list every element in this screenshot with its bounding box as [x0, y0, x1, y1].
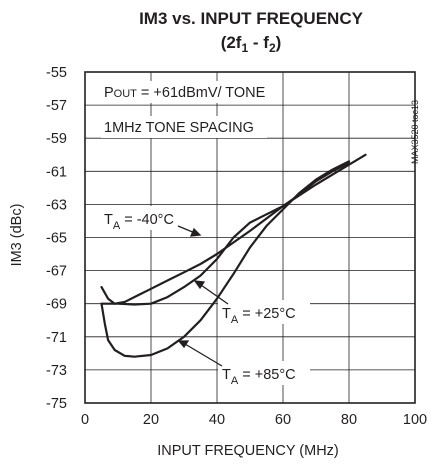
- leader-arrows: [177, 225, 229, 367]
- ta-m40-label-bg: [100, 206, 212, 230]
- x-tick-label: 80: [341, 412, 357, 428]
- x-axis-label: INPUT FREQUENCY (MHz): [157, 443, 339, 459]
- y-tick-label: -65: [46, 231, 67, 247]
- y-tick-label: -71: [46, 330, 67, 346]
- series-line-ta-25: [100, 161, 351, 306]
- y-tick-label: -59: [46, 131, 67, 147]
- y-tick-label: -63: [46, 197, 67, 213]
- series-layer: [100, 153, 367, 358]
- pout-label: POUT = +61dBmV/ TONE: [104, 85, 266, 101]
- pout-label-bg: [101, 81, 277, 103]
- x-tick-label: 40: [209, 412, 225, 428]
- x-tick-label: 0: [81, 412, 89, 428]
- arrow-ta-25: [200, 284, 229, 305]
- y-tick-label: -67: [46, 264, 67, 280]
- ta-25-label: TA = +25°C: [222, 306, 296, 326]
- ta-25-label-bg: [218, 300, 310, 324]
- x-tick-label: 20: [143, 412, 159, 428]
- chart-subtitle: (2f1 - f2): [221, 33, 282, 55]
- spacing-label: 1MHz TONE SPACING: [104, 120, 254, 136]
- x-tick-label: 60: [275, 412, 291, 428]
- y-tick-label: -69: [46, 297, 67, 313]
- spacing-label-bg: [101, 116, 267, 138]
- arrow-ta-25-head: [193, 280, 206, 290]
- y-tick-label: -57: [46, 98, 67, 114]
- arrow-ta-85: [184, 343, 223, 367]
- y-tick-label: -73: [46, 363, 67, 379]
- side-label: MAX3520 toc13: [410, 100, 420, 164]
- y-tick-label: -61: [46, 164, 67, 180]
- x-tick-label: 100: [403, 412, 427, 428]
- series-line-ta-85: [100, 160, 351, 358]
- ta-m40-label: TA = -40°C: [104, 212, 174, 232]
- plot-frame: [84, 71, 416, 404]
- y-axis-label: IM3 (dBc): [9, 204, 25, 267]
- y-tick-label: -55: [46, 65, 67, 81]
- ta-85-label: TA = +85°C: [222, 367, 296, 387]
- arrow-ta-85-head: [177, 340, 190, 349]
- y-tick-label: -75: [46, 396, 67, 412]
- ta-85-label-bg: [218, 361, 310, 385]
- chart-title: IM3 vs. INPUT FREQUENCY: [139, 9, 364, 28]
- arrow-ta-m40-head: [189, 227, 202, 237]
- tick-labels: 0 20 40 60 80 100 -55 -57 -59 -61 -63 -65 -67 -69 -71 -…: [46, 65, 427, 428]
